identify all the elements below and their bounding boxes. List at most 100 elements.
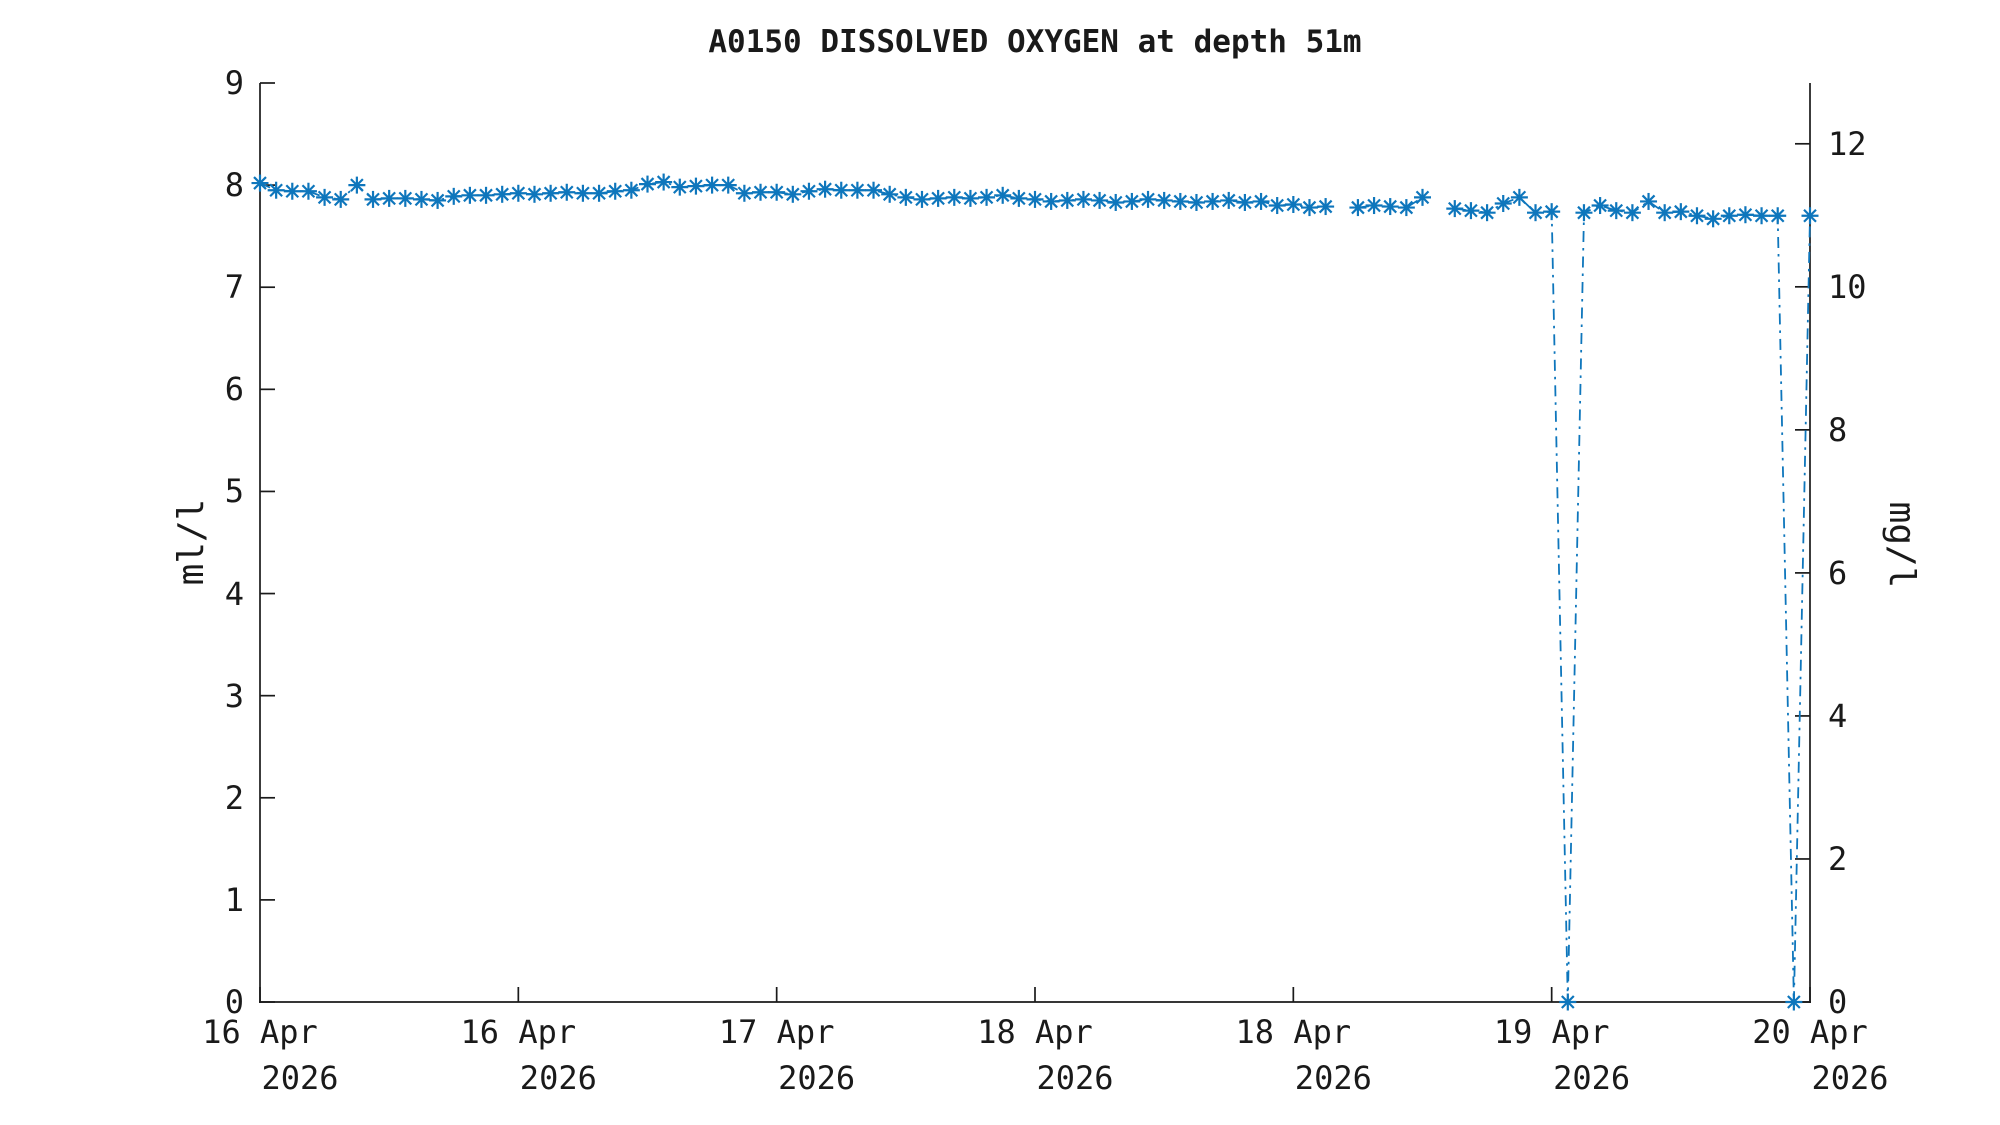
marker-asterisk-arm (1238, 195, 1252, 210)
marker-asterisk-arm (1125, 194, 1139, 209)
marker-asterisk-arm (1205, 194, 1220, 209)
marker-asterisk-arm (899, 190, 913, 205)
right-y-axis-tick-label: 12 (1828, 124, 1867, 163)
x-axis-tick-label-day: 19 Apr (1493, 1013, 1610, 1051)
marker-asterisk-arm (1399, 200, 1414, 215)
marker-asterisk-arm (1108, 195, 1123, 210)
marker-asterisk-arm (689, 179, 703, 193)
marker-asterisk-arm (1625, 205, 1640, 220)
marker-asterisk-arm (446, 189, 461, 204)
right-y-axis-tick-label: 0 (1828, 983, 1848, 1021)
marker-asterisk-arm (1690, 208, 1704, 223)
marker-asterisk-arm (301, 184, 316, 199)
marker-asterisk-arm (1286, 197, 1301, 212)
marker-asterisk-arm (333, 192, 348, 207)
marker-asterisk-arm (1480, 205, 1494, 220)
marker-asterisk-arm (1561, 995, 1575, 1009)
marker-asterisk-arm (608, 184, 622, 199)
marker-asterisk-arm (253, 176, 267, 190)
marker-asterisk-arm (527, 187, 542, 202)
marker-asterisk-arm (737, 186, 752, 201)
marker-asterisk-arm (1189, 195, 1204, 210)
y-axis-tick-label: 9 (224, 64, 244, 102)
y-axis-tick-label: 5 (224, 472, 244, 511)
marker-asterisk-arm (1383, 199, 1397, 214)
marker-asterisk-arm (1528, 205, 1543, 220)
marker-asterisk-arm (1544, 204, 1559, 219)
x-axis-tick-label-year: 2026 (1294, 1059, 1372, 1097)
marker-asterisk-arm (802, 184, 816, 199)
marker-asterisk-arm (1076, 192, 1091, 207)
marker-asterisk-arm (1657, 205, 1672, 220)
marker-asterisk-arm (463, 188, 477, 203)
marker-asterisk-arm (818, 182, 832, 196)
marker-asterisk-arm (947, 190, 962, 205)
marker-asterisk-arm (1318, 199, 1333, 214)
marker-asterisk-arm (673, 180, 687, 194)
marker-asterisk-arm (1157, 193, 1171, 208)
marker-asterisk-arm (1302, 200, 1317, 215)
marker-asterisk-arm (769, 185, 784, 200)
y-axis-tick-label: 1 (224, 880, 244, 919)
marker-asterisk-arm (1060, 193, 1075, 208)
marker-asterisk-arm (592, 186, 606, 201)
marker-asterisk-arm (1496, 196, 1511, 211)
marker-asterisk-arm (866, 183, 881, 197)
marker-asterisk-arm (979, 190, 994, 205)
marker-asterisk-arm (511, 186, 526, 201)
marker-asterisk-arm (382, 191, 396, 206)
marker-asterisk-arm (850, 183, 865, 197)
marker-asterisk-arm (721, 178, 736, 192)
page-title: A0150 DISSOLVED OXYGEN at depth 51m (708, 24, 1362, 60)
series-line-segment (1454, 196, 1811, 1003)
marker-asterisk-arm (1754, 208, 1769, 223)
right-y-axis-tick-label: 8 (1828, 410, 1848, 449)
marker-asterisk-arm (786, 187, 800, 202)
x-axis-tick-label-year: 2026 (778, 1059, 856, 1097)
marker-asterisk-arm (398, 191, 413, 206)
marker-asterisk-arm (350, 178, 364, 192)
marker-asterisk-arm (430, 193, 445, 208)
marker-asterisk-arm (269, 183, 283, 197)
marker-asterisk-arm (1173, 194, 1188, 209)
marker-asterisk-arm (963, 191, 978, 206)
marker-asterisk-arm (656, 175, 671, 189)
right-y-axis-tick-label: 2 (1828, 839, 1848, 878)
marker-asterisk-arm (1738, 207, 1753, 222)
marker-asterisk-arm (1367, 198, 1381, 213)
x-axis-tick-label-year: 2026 (1553, 1059, 1631, 1097)
marker-asterisk-arm (1787, 995, 1801, 1009)
marker-asterisk-arm (1770, 208, 1785, 223)
x-axis-tick-label-day: 18 Apr (977, 1013, 1093, 1051)
x-axis-tick-label-year: 2026 (519, 1059, 597, 1097)
marker-asterisk-arm (915, 192, 929, 207)
marker-asterisk-arm (1254, 194, 1268, 209)
y-axis-tick-label: 2 (224, 778, 244, 817)
marker-asterisk-arm (479, 188, 493, 203)
marker-asterisk-arm (1722, 208, 1737, 223)
marker-asterisk-arm (1012, 191, 1026, 206)
marker-asterisk-arm (414, 192, 429, 207)
y-axis-tick-label: 6 (224, 370, 244, 409)
marker-asterisk-arm (1464, 203, 1478, 218)
marker-asterisk-arm (576, 186, 590, 201)
marker-asterisk-arm (1044, 194, 1058, 209)
marker-asterisk-arm (1028, 192, 1042, 207)
marker-asterisk-arm (1641, 194, 1656, 209)
marker-asterisk-arm (543, 186, 558, 201)
right-y-axis-tick-label: 6 (1828, 553, 1848, 592)
marker-asterisk-arm (495, 187, 509, 202)
marker-asterisk-arm (1221, 193, 1236, 208)
marker-asterisk-arm (931, 191, 945, 206)
marker-asterisk-arm (285, 184, 300, 199)
x-axis-tick-label-year: 2026 (261, 1059, 339, 1097)
y-axis-tick-label: 0 (224, 983, 244, 1021)
x-axis-tick-label-day: 16 Apr (202, 1013, 318, 1051)
marker-asterisk-arm (705, 178, 719, 192)
marker-asterisk-arm (753, 185, 768, 200)
marker-asterisk-arm (1448, 201, 1462, 216)
right-y-axis-tick-label: 10 (1828, 267, 1867, 306)
marker-asterisk-arm (559, 185, 574, 200)
marker-asterisk-arm (1141, 192, 1155, 207)
marker-asterisk-arm (1803, 208, 1817, 223)
